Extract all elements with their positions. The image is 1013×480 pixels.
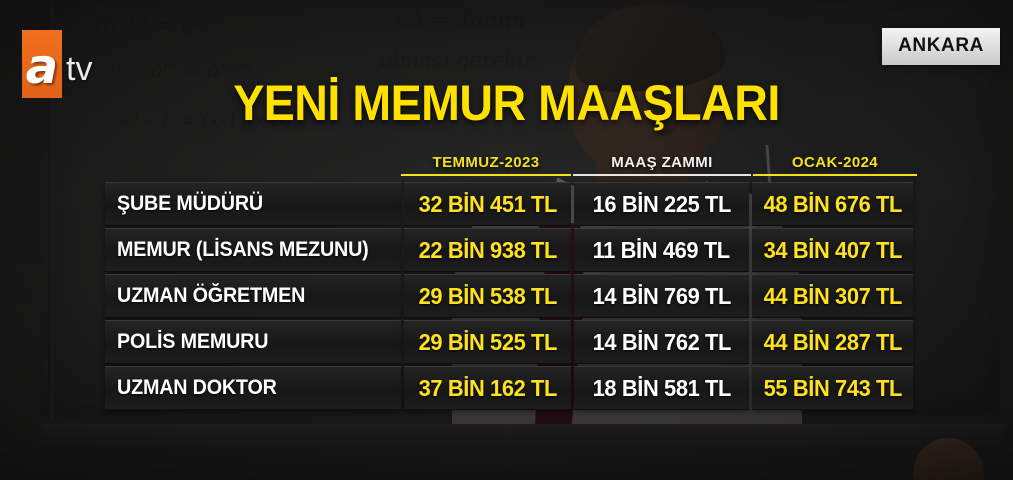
row-value-temmuz-2023: 29 BİN 538 TL — [404, 274, 571, 318]
row-value-temmuz-2023: 29 BİN 525 TL — [404, 320, 571, 364]
row-value-maas-zammi: 14 BİN 769 TL — [574, 274, 749, 318]
row-value-maas-zammi: 11 BİN 469 TL — [574, 228, 749, 272]
value-text: 34 BİN 407 TL — [763, 236, 902, 263]
value-text: 14 BİN 769 TL — [592, 282, 731, 309]
table-header-row: TEMMUZ-2023 MAAŞ ZAMMI OCAK-2024 — [105, 148, 917, 182]
row-label: ŞUBE MÜDÜRÜ — [117, 192, 263, 215]
value-text: 16 BİN 225 TL — [592, 190, 731, 217]
channel-logo: a tv — [22, 30, 92, 98]
row-value-temmuz-2023: 32 BİN 451 TL — [404, 182, 571, 226]
row-label-cell: UZMAN DOKTOR — [105, 366, 401, 410]
value-text: 37 BİN 162 TL — [418, 374, 557, 401]
anchor-inset — [880, 418, 1013, 480]
value-text: 55 BİN 743 TL — [763, 374, 902, 401]
row-label: MEMUR (LİSANS MEZUNU) — [117, 238, 369, 261]
row-value-temmuz-2023: 22 BİN 938 TL — [404, 228, 571, 272]
row-value-ocak-2024: 48 BİN 676 TL — [752, 182, 913, 226]
row-value-ocak-2024: 44 BİN 287 TL — [752, 320, 913, 364]
row-label-cell: ŞUBE MÜDÜRÜ — [105, 182, 401, 226]
salary-table: TEMMUZ-2023 MAAŞ ZAMMI OCAK-2024 ŞUBE MÜ… — [105, 148, 917, 412]
table-header-ocak-2024: OCAK-2024 — [753, 154, 917, 176]
row-label-cell: MEMUR (LİSANS MEZUNU) — [105, 228, 401, 272]
table-row: UZMAN ÖĞRETMEN 29 BİN 538 TL 14 BİN 769 … — [105, 274, 917, 318]
row-label: UZMAN ÖĞRETMEN — [117, 284, 306, 307]
value-text: 18 BİN 581 TL — [592, 374, 731, 401]
table-row: ŞUBE MÜDÜRÜ 32 BİN 451 TL 16 BİN 225 TL … — [105, 182, 917, 226]
row-value-ocak-2024: 55 BİN 743 TL — [752, 366, 913, 410]
row-label-cell: POLİS MEMURU — [105, 320, 401, 364]
row-value-maas-zammi: 16 BİN 225 TL — [574, 182, 749, 226]
row-label-cell: UZMAN ÖĞRETMEN — [105, 274, 401, 318]
anchor-hair — [914, 438, 982, 480]
logo-mark: a — [22, 30, 62, 98]
value-text: 14 BİN 762 TL — [592, 328, 731, 355]
table-header-maas-zammi: MAAŞ ZAMMI — [573, 154, 751, 176]
location-badge: ANKARA — [882, 28, 1000, 65]
table-header-temmuz-2023: TEMMUZ-2023 — [401, 154, 571, 176]
page-title: YENİ MEMUR MAAŞLARI — [233, 75, 780, 131]
row-value-temmuz-2023: 37 BİN 162 TL — [404, 366, 571, 410]
row-value-maas-zammi: 14 BİN 762 TL — [574, 320, 749, 364]
table-row: UZMAN DOKTOR 37 BİN 162 TL 18 BİN 581 TL… — [105, 366, 917, 410]
value-text: 48 BİN 676 TL — [763, 190, 902, 217]
logo-letter-a: a — [25, 39, 59, 95]
value-text: 11 BİN 469 TL — [592, 236, 731, 263]
value-text: 44 BİN 307 TL — [763, 282, 902, 309]
logo-text-tv: tv — [66, 49, 93, 88]
row-value-ocak-2024: 44 BİN 307 TL — [752, 274, 913, 318]
row-value-maas-zammi: 18 BİN 581 TL — [574, 366, 749, 410]
row-label: POLİS MEMURU — [117, 330, 269, 353]
value-text: 22 BİN 938 TL — [418, 236, 557, 263]
row-label: UZMAN DOKTOR — [117, 376, 277, 399]
value-text: 44 BİN 287 TL — [763, 328, 902, 355]
table-row: POLİS MEMURU 29 BİN 525 TL 14 BİN 762 TL… — [105, 320, 917, 364]
value-text: 32 BİN 451 TL — [418, 190, 557, 217]
value-text: 29 BİN 538 TL — [418, 282, 557, 309]
value-text: 29 BİN 525 TL — [418, 328, 557, 355]
table-row: MEMUR (LİSANS MEZUNU) 22 BİN 938 TL 11 B… — [105, 228, 917, 272]
row-value-ocak-2024: 34 BİN 407 TL — [752, 228, 913, 272]
